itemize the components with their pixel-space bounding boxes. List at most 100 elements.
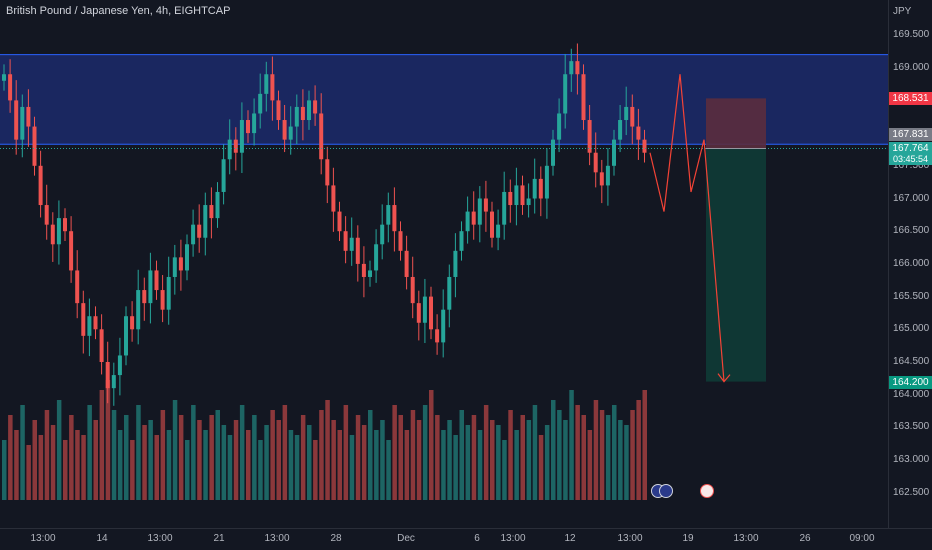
candle-body <box>429 296 433 330</box>
volume-bar <box>44 410 50 500</box>
price-tick: 169.500 <box>893 29 930 40</box>
candle-body <box>124 316 128 356</box>
candle-body <box>569 61 574 75</box>
volume-bar <box>154 435 159 500</box>
candle-body <box>282 120 287 140</box>
candle-body <box>361 263 366 277</box>
candle-body <box>154 270 159 291</box>
candle-body <box>172 257 177 277</box>
volume-bar <box>307 425 312 500</box>
volume-bar <box>63 440 68 500</box>
candle-body <box>514 185 519 206</box>
volume-bar <box>300 415 306 500</box>
time-tick: Dec <box>397 533 415 544</box>
candle-body <box>392 205 397 232</box>
candle-body <box>191 224 196 245</box>
volume-bar <box>514 430 519 500</box>
candle-body <box>331 185 336 212</box>
last-price-tag: 167.764 <box>889 142 932 155</box>
candle-body <box>624 106 629 121</box>
volume-bar <box>331 420 336 500</box>
time-tick: 13:00 <box>617 533 643 544</box>
candle-body <box>349 237 354 251</box>
candle-body <box>453 250 458 277</box>
candle-body <box>557 113 562 140</box>
candle-body <box>56 218 61 245</box>
volume-bar <box>233 420 239 500</box>
price-tick: 164.500 <box>893 356 930 367</box>
candle-body <box>117 355 122 376</box>
price-tick: 169.000 <box>893 61 930 73</box>
volume-bar <box>252 415 257 500</box>
volume-bar <box>349 435 355 500</box>
volume-bar <box>392 405 397 500</box>
time-tick: 28 <box>330 533 342 544</box>
time-tick: 13:00 <box>30 533 56 544</box>
candle-body <box>14 100 19 140</box>
volume-bar <box>246 430 251 500</box>
volume-bar <box>258 440 263 500</box>
candle-body <box>636 126 641 140</box>
volume-bar <box>160 410 166 500</box>
volume-bar <box>191 405 196 500</box>
candle-body <box>105 362 110 389</box>
volume-bar <box>93 420 98 500</box>
volume-bar <box>612 405 617 500</box>
candle-body <box>563 74 568 114</box>
volume-bar <box>368 410 373 500</box>
candle-body <box>532 178 537 199</box>
candle-body <box>416 303 421 323</box>
volume-bar <box>386 440 391 500</box>
price-tick: 165.000 <box>893 323 930 335</box>
candle-body <box>435 329 440 343</box>
price-tick: 167.000 <box>893 192 930 204</box>
volume-bar <box>32 420 37 500</box>
candle-body <box>581 74 586 121</box>
volume-bar <box>50 425 56 500</box>
candle-body <box>136 290 141 330</box>
candle-body <box>258 93 263 114</box>
candle-body <box>288 126 293 140</box>
volume-bar <box>581 415 586 500</box>
volume-bar <box>282 405 288 500</box>
volume-bar <box>185 440 190 500</box>
candle-body <box>496 224 501 238</box>
candle-body <box>307 100 311 121</box>
candle-body <box>502 191 507 225</box>
time-tick: 09:00 <box>849 533 875 544</box>
volume-bar <box>374 430 379 500</box>
volume-bar <box>148 420 153 500</box>
candle-body <box>166 276 171 310</box>
volume-bar <box>496 425 501 500</box>
volume-bar <box>26 445 31 500</box>
candle-body <box>32 126 37 166</box>
time-tick: 12 <box>564 533 576 544</box>
time-tick: 13:00 <box>733 533 759 544</box>
event-icon[interactable] <box>700 484 714 498</box>
volume-bar <box>197 420 202 500</box>
uk-flag-icon[interactable] <box>659 484 673 498</box>
candle-body <box>246 120 250 134</box>
candle-body <box>264 74 269 94</box>
volume-bar <box>361 425 367 500</box>
volume-bar <box>636 400 641 500</box>
symbol-title[interactable]: British Pound / Japanese Yen, 4h, EIGHTC… <box>6 5 231 17</box>
candle-body <box>203 205 208 238</box>
candle-body <box>148 270 153 304</box>
volume-bar <box>172 400 178 500</box>
candle-body <box>544 165 549 199</box>
candle-body <box>380 224 385 245</box>
candle-body <box>294 106 299 127</box>
take-profit-tag: 164.200 <box>889 376 932 389</box>
volume-bar <box>130 440 135 500</box>
candle-body <box>221 159 226 192</box>
volume-bar <box>544 425 550 500</box>
price-tick: 164.000 <box>893 388 930 400</box>
volume-bar <box>508 410 513 500</box>
candle-body <box>276 100 281 121</box>
stop-loss-zone <box>706 98 766 149</box>
candle-body <box>130 316 135 330</box>
candle-body <box>50 224 55 245</box>
